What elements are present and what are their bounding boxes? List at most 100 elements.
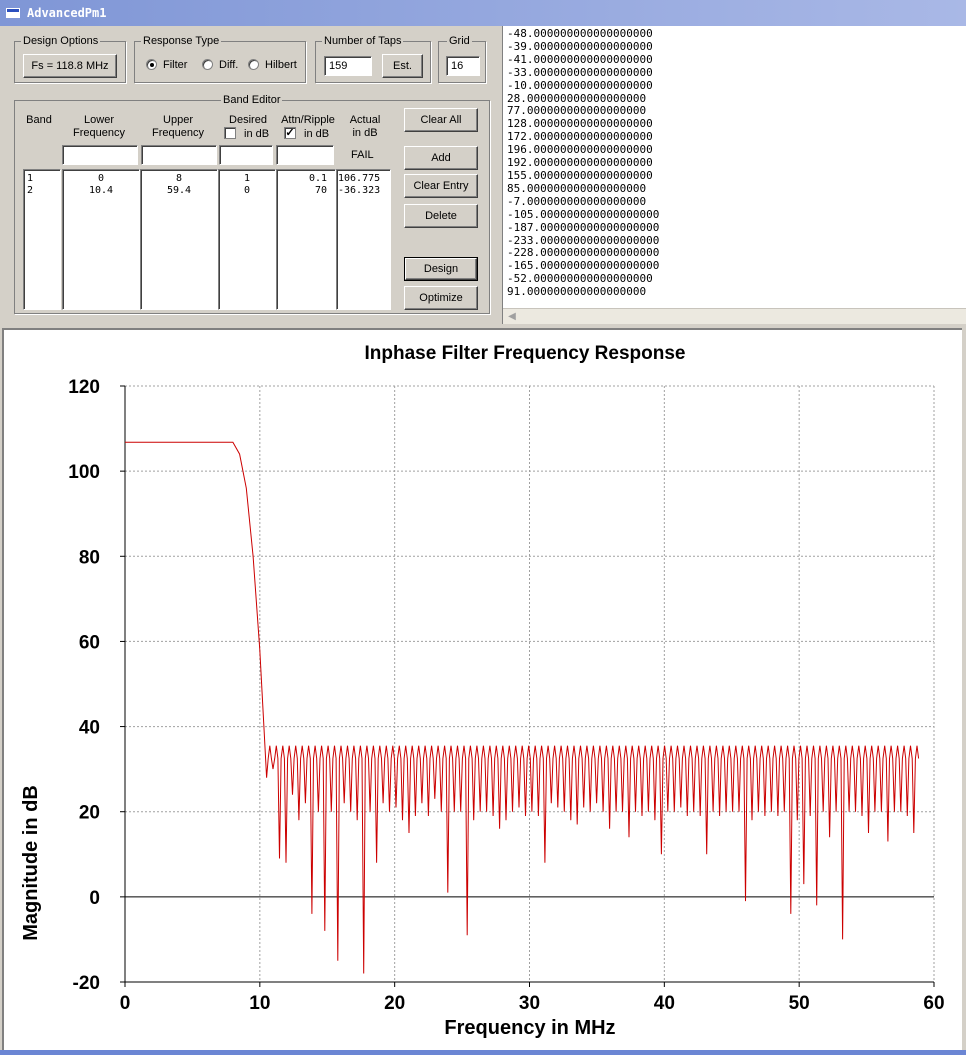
window-icon	[6, 8, 20, 18]
add-button[interactable]: Add	[404, 146, 478, 170]
window-bottom-border	[0, 1050, 966, 1055]
y-tick-label: 0	[89, 888, 100, 909]
coefficient-value: 85.000000000000000000	[507, 181, 647, 195]
response-type-label: Response Type	[141, 35, 222, 47]
y-tick-label: 100	[68, 462, 100, 483]
response-type-group: Response Type Filter Diff. Hilbert	[134, 35, 306, 83]
window-title: AdvancedPm1	[27, 6, 107, 20]
y-tick-label: 80	[79, 547, 100, 568]
desired-in-db-label: in dB	[244, 128, 270, 140]
desired-in-db-checkbox[interactable]	[224, 127, 236, 139]
actual-column[interactable]: 106.775 -36.323	[336, 169, 391, 310]
x-tick-label: 50	[789, 993, 810, 1014]
control-panel: Design Options Fs = 118.8 MHz Response T…	[4, 26, 500, 324]
header-desired: Desired	[229, 114, 267, 126]
lower-frequency-column[interactable]: 0 10.4	[62, 169, 140, 310]
attn-ripple-input[interactable]	[276, 145, 334, 165]
grid-group: Grid 16	[438, 35, 486, 83]
attn-ripple-cell: 70	[314, 185, 327, 196]
actual-cell: -36.323	[338, 185, 381, 196]
x-tick-label: 30	[519, 993, 540, 1014]
coefficient-value: 155.000000000000000000	[507, 168, 653, 182]
lower-frequency-cell: 10.4	[88, 185, 114, 196]
taps-input[interactable]: 159	[324, 56, 372, 76]
design-button[interactable]: Design	[404, 257, 478, 281]
header-attn-ripple: Attn/Ripple	[281, 114, 335, 126]
coefficient-value: -105.000000000000000000	[507, 207, 660, 221]
coefficient-value: -187.000000000000000000	[507, 220, 660, 234]
y-tick-label: 60	[79, 632, 100, 653]
coefficient-value: -39.000000000000000000	[507, 39, 653, 53]
attn-in-db-checkbox[interactable]: ✓	[284, 127, 296, 139]
coefficient-value: 28.000000000000000000	[507, 91, 647, 105]
upper-frequency-cell: 8	[175, 173, 183, 184]
y-tick-label: 20	[79, 803, 100, 824]
chart-title: Inphase Filter Frequency Response	[365, 343, 686, 364]
header-actual: Actual in dB	[349, 114, 381, 139]
y-tick-label: -20	[73, 973, 100, 994]
desired-cell: 1	[243, 173, 251, 184]
coefficient-value: 196.000000000000000000	[507, 143, 653, 157]
band-editor-group: Band Editor Band Lower Frequency Upper F…	[14, 94, 490, 314]
band-column[interactable]: 1 2	[23, 169, 61, 310]
lower-frequency-input[interactable]	[62, 145, 138, 165]
coefficient-value: 172.000000000000000000	[507, 130, 653, 144]
scroll-left-arrow-icon[interactable]: ◀	[508, 311, 516, 322]
design-status: FAIL	[351, 149, 374, 161]
radio-filter-label: Filter	[163, 59, 188, 71]
x-axis-label: Frequency in MHz	[444, 1017, 615, 1039]
band-cell: 1	[27, 173, 34, 184]
header-upper-frequency: Upper Frequency	[152, 114, 204, 139]
clear-all-button[interactable]: Clear All	[404, 108, 478, 132]
horizontal-scrollbar[interactable]: ◀	[503, 308, 966, 324]
upper-frequency-input[interactable]	[141, 145, 217, 165]
coefficient-value: -7.000000000000000000	[507, 194, 647, 208]
coefficient-value: -233.000000000000000000	[507, 233, 660, 247]
sampling-frequency-button[interactable]: Fs = 118.8 MHz	[23, 54, 117, 78]
x-tick-label: 0	[120, 993, 131, 1014]
coefficient-list: -48.000000000000000000 -39.00000000000000…	[507, 27, 660, 299]
y-tick-label: 120	[68, 377, 100, 398]
y-tick-label: 40	[79, 718, 100, 739]
desired-input[interactable]	[219, 145, 273, 165]
radio-differentiator[interactable]	[202, 59, 213, 70]
band-cell: 2	[27, 185, 34, 196]
coefficient-value: 128.000000000000000000	[507, 117, 653, 131]
upper-frequency-cell: 59.4	[166, 185, 192, 196]
attn-in-db-label: in dB	[304, 128, 330, 140]
coefficient-value: 77.000000000000000000	[507, 104, 647, 118]
coefficient-value: -33.000000000000000000	[507, 65, 653, 79]
number-of-taps-label: Number of Taps	[322, 35, 404, 47]
band-editor-label: Band Editor	[221, 94, 283, 106]
grid-label: Grid	[447, 35, 472, 47]
frequency-response-panel: Inphase Filter Frequency Response 0 10 20 3…	[2, 328, 962, 1050]
x-tick-label: 60	[923, 993, 944, 1014]
grid-input[interactable]: 16	[446, 56, 480, 76]
y-axis-label: Magnitude in dB	[20, 785, 42, 941]
x-tick-label: 40	[654, 993, 675, 1014]
optimize-button[interactable]: Optimize	[404, 286, 478, 310]
coefficient-value: -48.000000000000000000	[507, 27, 653, 40]
coefficient-value: 192.000000000000000000	[507, 156, 653, 170]
attn-ripple-cell: 0.1	[308, 173, 327, 184]
coefficient-value: 91.000000000000000000	[507, 285, 647, 299]
header-band: Band	[26, 114, 52, 126]
x-tick-label: 10	[249, 993, 270, 1014]
radio-filter[interactable]	[146, 59, 157, 70]
desired-cell: 0	[243, 185, 251, 196]
coefficient-value: -165.000000000000000000	[507, 259, 660, 273]
title-bar: AdvancedPm1	[0, 0, 966, 26]
estimate-taps-button[interactable]: Est.	[382, 54, 423, 78]
attn-ripple-column[interactable]: 0.1 70	[276, 169, 336, 310]
coefficient-value: -41.000000000000000000	[507, 52, 653, 66]
clear-entry-button[interactable]: Clear Entry	[404, 174, 478, 198]
response-curve	[125, 441, 920, 974]
radio-hilbert[interactable]	[248, 59, 259, 70]
delete-button[interactable]: Delete	[404, 204, 478, 228]
coefficient-list-pane[interactable]: -48.000000000000000000 -39.00000000000000…	[502, 26, 966, 324]
design-options-label: Design Options	[21, 35, 101, 47]
radio-hilbert-label: Hilbert	[265, 59, 297, 71]
desired-column[interactable]: 1 0	[218, 169, 276, 310]
upper-frequency-column[interactable]: 8 59.4	[140, 169, 218, 310]
number-of-taps-group: Number of Taps 159 Est.	[315, 35, 431, 83]
